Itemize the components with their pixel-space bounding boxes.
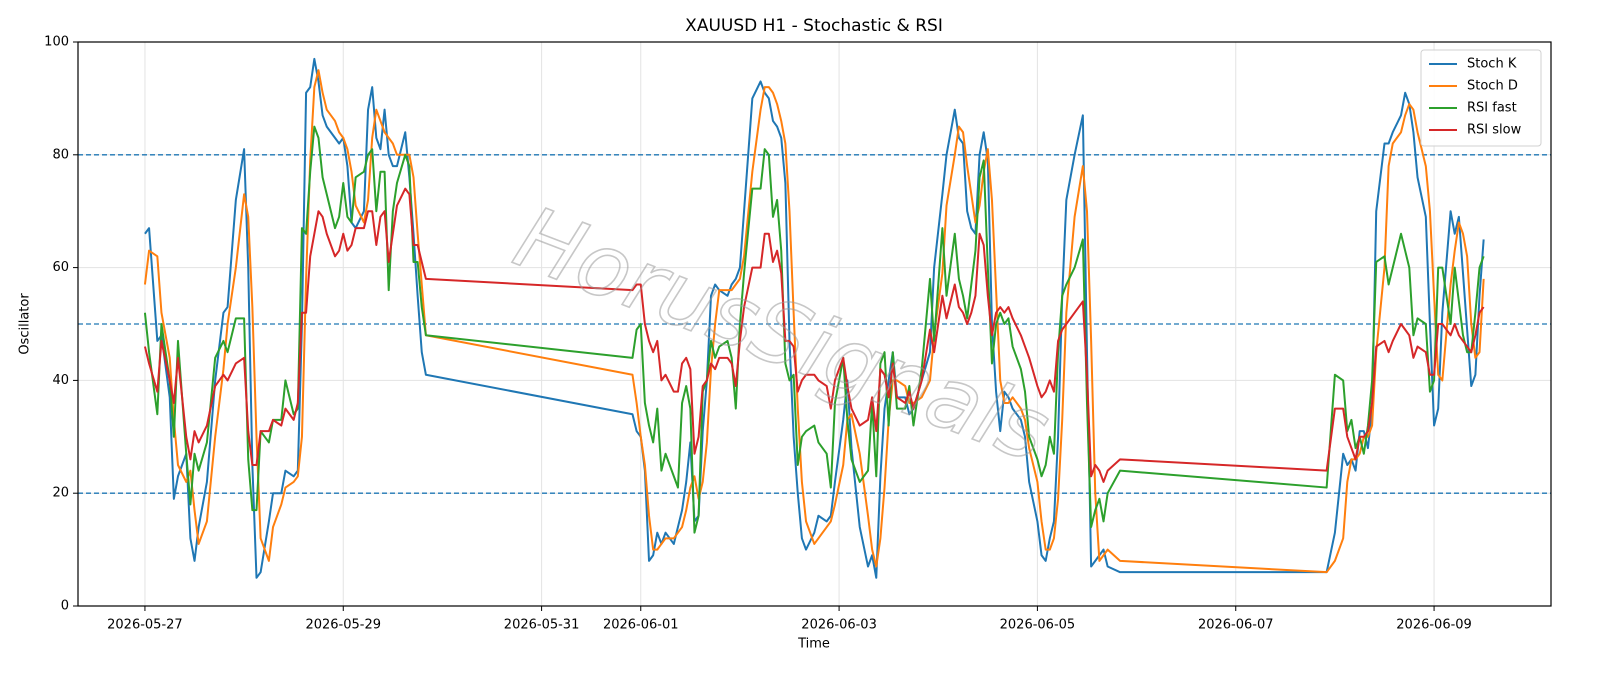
- y-tick-label: 60: [52, 260, 69, 275]
- y-tick-label: 20: [52, 486, 69, 501]
- series-line: [144, 57, 1485, 579]
- legend: Stoch K Stoch D RSI fast RSI slow: [1420, 49, 1542, 147]
- series-line: [143, 187, 1485, 483]
- x-tick-label: 2026-05-29: [305, 618, 381, 633]
- x-axis-label: Time: [797, 637, 830, 652]
- plot-frame: [77, 41, 1552, 607]
- y-tick-label: 80: [52, 147, 69, 162]
- legend-label: Stoch K: [1467, 57, 1517, 72]
- legend-label: Stoch D: [1467, 79, 1518, 94]
- x-tick-label: 2026-05-31: [504, 618, 580, 633]
- y-axis-label: Oscillator: [18, 293, 33, 355]
- legend-box: [1420, 49, 1542, 147]
- x-tick-label: 2026-06-07: [1198, 618, 1274, 633]
- y-tick-label: 0: [61, 599, 69, 614]
- legend-label: RSI fast: [1467, 101, 1517, 116]
- x-tick-label: 2026-06-03: [801, 618, 877, 633]
- x-tick-label: 2026-06-05: [1000, 618, 1076, 633]
- y-tick-label: 40: [52, 373, 69, 388]
- x-tick-label: 2026-06-01: [603, 618, 679, 633]
- chart-title: XAUUSD H1 - Stochastic & RSI: [685, 16, 943, 36]
- y-tick-label: 100: [44, 35, 69, 50]
- series-line: [143, 69, 1485, 574]
- x-tick-label: 2026-06-09: [1396, 618, 1472, 633]
- x-tick-label: 2026-05-27: [107, 618, 183, 633]
- legend-label: RSI slow: [1467, 123, 1522, 138]
- series-line: [143, 125, 1485, 534]
